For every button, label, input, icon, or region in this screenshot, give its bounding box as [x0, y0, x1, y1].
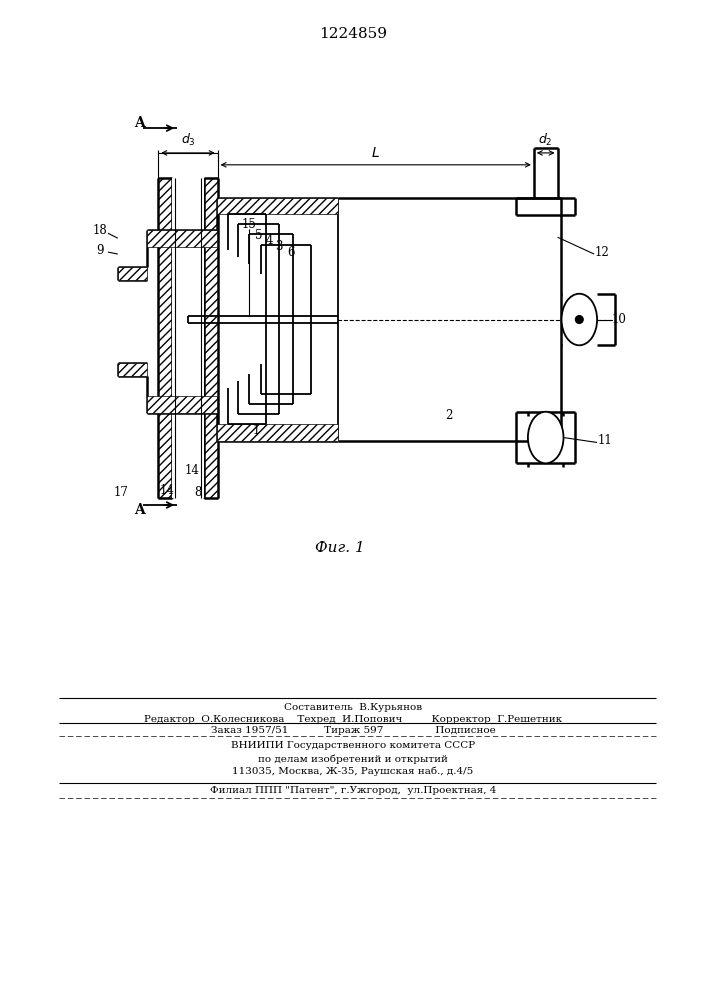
- Text: ВНИИПИ Государственного комитета СССР: ВНИИПИ Государственного комитета СССР: [231, 741, 475, 750]
- Text: Заказ 1957/51           Тираж 597                Подписное: Заказ 1957/51 Тираж 597 Подписное: [211, 726, 496, 735]
- Text: 8: 8: [194, 486, 201, 499]
- Bar: [118, 267, 148, 280]
- Text: 6: 6: [287, 246, 295, 259]
- Bar: [148, 396, 216, 413]
- Text: 113035, Москва, Ж-35, Раушская наб., д.4/5: 113035, Москва, Ж-35, Раушская наб., д.4…: [233, 767, 474, 776]
- Bar: [338, 198, 561, 440]
- Text: 3: 3: [275, 240, 283, 253]
- Text: Составитель  В.Курьянов: Составитель В.Курьянов: [284, 703, 422, 712]
- Ellipse shape: [561, 294, 597, 345]
- Text: 1: 1: [252, 424, 260, 437]
- Bar: [173, 178, 204, 498]
- Text: 1224859: 1224859: [319, 27, 387, 41]
- Text: 9: 9: [96, 244, 104, 257]
- Text: $d_2$: $d_2$: [539, 132, 553, 148]
- Text: 2: 2: [445, 409, 452, 422]
- Text: A: A: [134, 503, 145, 517]
- Text: 12: 12: [595, 246, 609, 259]
- Bar: [158, 178, 173, 498]
- Bar: [216, 198, 338, 214]
- Bar: [516, 198, 575, 215]
- Bar: [148, 230, 216, 247]
- Text: 4: 4: [265, 234, 273, 247]
- Text: A: A: [134, 116, 145, 130]
- Bar: [216, 198, 338, 440]
- Text: $L$: $L$: [371, 146, 380, 160]
- Ellipse shape: [575, 316, 583, 323]
- Text: по делам изобретений и открытий: по делам изобретений и открытий: [258, 754, 448, 764]
- Text: Филиал ППП "Патент", г.Ужгород,  ул.Проектная, 4: Филиал ППП "Патент", г.Ужгород, ул.Проек…: [210, 786, 496, 795]
- Bar: [216, 396, 338, 440]
- Text: 5: 5: [255, 229, 263, 242]
- Text: 11: 11: [597, 434, 612, 447]
- Bar: [216, 214, 338, 436]
- Text: Редактор  О.Колесникова    Техред  И.Попович         Корректор  Г.Решетник: Редактор О.Колесникова Техред И.Попович …: [144, 715, 562, 724]
- Text: 10: 10: [612, 313, 626, 326]
- Text: 17: 17: [113, 486, 128, 499]
- Ellipse shape: [528, 412, 563, 463]
- Bar: [118, 363, 148, 376]
- Text: 15: 15: [242, 218, 257, 231]
- Text: 18: 18: [93, 224, 107, 237]
- Text: Фиг. 1: Фиг. 1: [315, 541, 365, 555]
- Text: 14: 14: [160, 484, 175, 497]
- Bar: [204, 178, 218, 498]
- Bar: [216, 424, 338, 440]
- Text: 14: 14: [185, 464, 199, 477]
- Text: $d_3$: $d_3$: [180, 132, 195, 148]
